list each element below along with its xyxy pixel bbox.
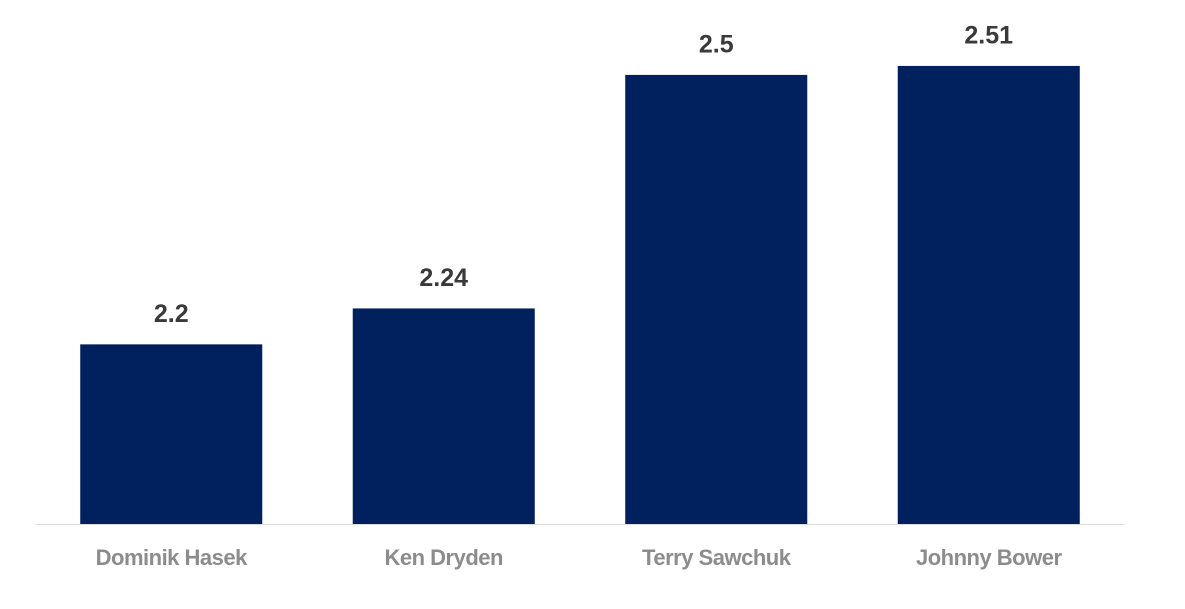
value-label: 2.24 (419, 264, 468, 292)
value-label: 2.51 (964, 22, 1013, 50)
x-tick-label: Terry Sawchuk (642, 545, 792, 570)
bar (625, 74, 808, 524)
value-label: 2.5 (699, 31, 734, 59)
bar (897, 65, 1080, 524)
bar (80, 344, 263, 524)
value-label: 2.2 (154, 300, 189, 328)
bar (352, 308, 535, 524)
x-tick-label: Dominik Hasek (96, 545, 248, 570)
x-tick-label: Johnny Bower (916, 545, 1063, 570)
x-tick-label: Ken Dryden (385, 545, 504, 570)
